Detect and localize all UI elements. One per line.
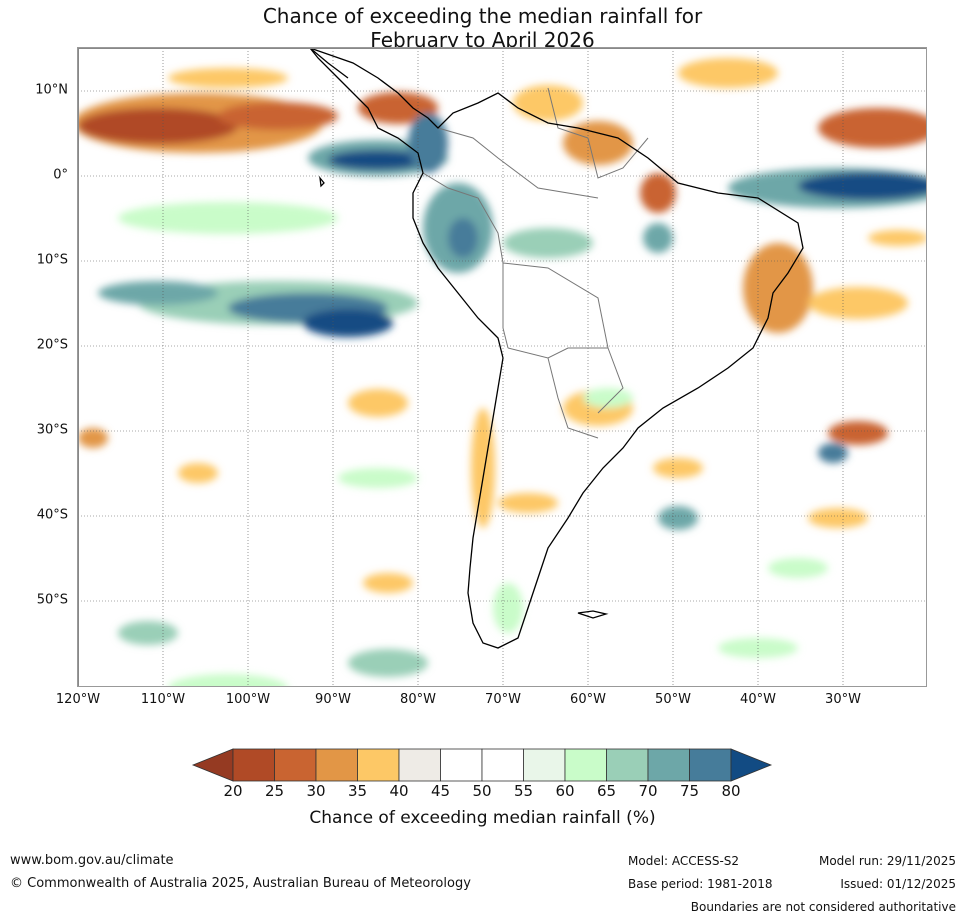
lat-label-0: 0°: [53, 167, 68, 183]
lat-label-30s: 30°S: [36, 422, 68, 438]
model-run-text: Model run: 29/11/2025: [818, 854, 956, 868]
lat-label-40s: 40°S: [36, 507, 68, 523]
colorbar-segment-75-80: [689, 748, 732, 782]
lon-label-90w: 90°W: [315, 692, 351, 707]
colorbar-segment-50-55: [481, 748, 524, 782]
colorbar-segment-25-30: [274, 748, 317, 782]
coastline: [309, 48, 804, 649]
tick-80: 80: [721, 782, 741, 800]
map-frame: [78, 48, 926, 686]
lat-label-10n: 10°N: [35, 82, 68, 98]
colorbar: [191, 748, 773, 782]
graticule: [78, 48, 926, 686]
disclaimer-text: Boundaries are not considered authoritat…: [690, 900, 956, 914]
colorbar-label: Chance of exceeding median rainfall (%): [309, 808, 656, 828]
tick-65: 65: [596, 782, 617, 800]
tick-25: 25: [264, 782, 285, 800]
lat-label-10s: 10°S: [36, 252, 68, 268]
lon-label-80w: 80°W: [400, 692, 436, 707]
lon-label-120w: 120°W: [55, 692, 101, 707]
website-link[interactable]: www.bom.gov.au/climate: [10, 853, 174, 868]
lon-label-40w: 40°W: [740, 692, 776, 707]
colorbar-segment-40-45: [398, 748, 441, 782]
tick-35: 35: [347, 782, 368, 800]
issued-text: Issued: 01/12/2025: [840, 877, 956, 891]
tick-75: 75: [679, 782, 700, 800]
tick-40: 40: [389, 782, 409, 800]
rainfall-map: [77, 47, 927, 687]
tick-30: 30: [306, 782, 326, 800]
lat-label-50s: 50°S: [36, 592, 68, 608]
colorbar-segment-30-35: [315, 748, 358, 782]
lon-label-110w: 110°W: [140, 692, 186, 707]
colorbar-segment-60-65: [564, 748, 607, 782]
anomaly-fields: [78, 58, 926, 686]
wet-anomalies: [98, 113, 926, 686]
colorbar-segment-35-40: [357, 748, 400, 782]
lon-label-100w: 100°W: [225, 692, 271, 707]
tick-55: 55: [513, 782, 534, 800]
colorbar-arrow-high: [730, 748, 773, 782]
lon-label-60w: 60°W: [570, 692, 606, 707]
base-period-text: Base period: 1981-2018: [628, 877, 773, 891]
colorbar-segment-70-75: [647, 748, 690, 782]
lon-label-30w: 30°W: [825, 692, 861, 707]
central-america-coast: [309, 48, 349, 79]
tick-60: 60: [555, 782, 575, 800]
falkland-islands: [577, 610, 609, 619]
model-text: Model: ACCESS-S2: [628, 854, 740, 868]
country-borders: [422, 87, 649, 439]
map-title: Chance of exceeding the median rainfall …: [0, 4, 965, 52]
map-canvas: [78, 48, 926, 686]
colorbar-segment-20-25: [232, 748, 275, 782]
lon-label-70w: 70°W: [485, 692, 521, 707]
dry-anomalies: [78, 58, 926, 593]
tick-70: 70: [638, 782, 658, 800]
colorbar-segment-65-70: [606, 748, 649, 782]
tick-45: 45: [430, 782, 451, 800]
lat-label-20s: 20°S: [36, 337, 68, 353]
galapagos-islands: [319, 175, 325, 188]
tick-50: 50: [472, 782, 492, 800]
tick-20: 20: [223, 782, 243, 800]
lon-label-50w: 50°W: [655, 692, 691, 707]
colorbar-segment-45-50: [440, 748, 483, 782]
colorbar-segment-55-60: [523, 748, 566, 782]
title-line-1: Chance of exceeding the median rainfall …: [262, 4, 703, 28]
colorbar-arrow-low: [191, 748, 234, 782]
south-america-coast: [309, 48, 804, 649]
copyright-text: © Commonwealth of Australia 2025, Austra…: [10, 876, 471, 891]
